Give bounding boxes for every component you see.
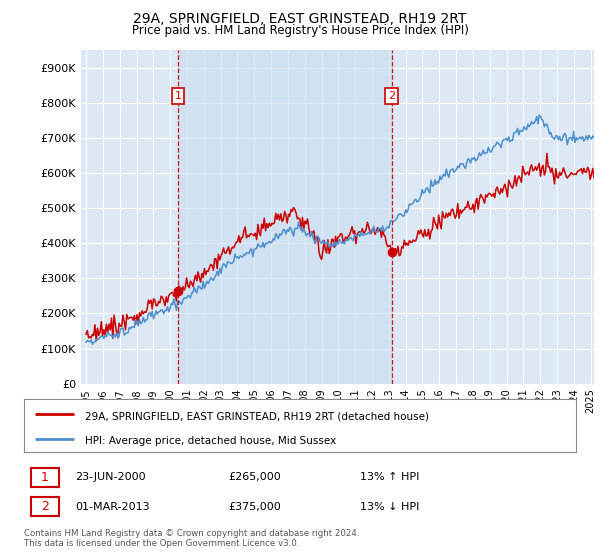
- Text: 29A, SPRINGFIELD, EAST GRINSTEAD, RH19 2RT (detached house): 29A, SPRINGFIELD, EAST GRINSTEAD, RH19 2…: [85, 411, 429, 421]
- Text: 1: 1: [175, 91, 182, 101]
- Text: 29A, SPRINGFIELD, EAST GRINSTEAD, RH19 2RT: 29A, SPRINGFIELD, EAST GRINSTEAD, RH19 2…: [133, 12, 467, 26]
- Text: £375,000: £375,000: [228, 502, 281, 512]
- Text: Price paid vs. HM Land Registry's House Price Index (HPI): Price paid vs. HM Land Registry's House …: [131, 24, 469, 36]
- Text: 13% ↓ HPI: 13% ↓ HPI: [360, 502, 419, 512]
- Text: HPI: Average price, detached house, Mid Sussex: HPI: Average price, detached house, Mid …: [85, 436, 336, 446]
- Text: 13% ↑ HPI: 13% ↑ HPI: [360, 472, 419, 482]
- Text: £265,000: £265,000: [228, 472, 281, 482]
- Text: 2: 2: [388, 91, 395, 101]
- Text: 1: 1: [41, 470, 49, 484]
- Bar: [178, 50, 392, 384]
- Text: 23-JUN-2000: 23-JUN-2000: [75, 472, 146, 482]
- Text: 2: 2: [41, 500, 49, 514]
- Text: Contains HM Land Registry data © Crown copyright and database right 2024.
This d: Contains HM Land Registry data © Crown c…: [24, 529, 359, 548]
- Text: 01-MAR-2013: 01-MAR-2013: [75, 502, 149, 512]
